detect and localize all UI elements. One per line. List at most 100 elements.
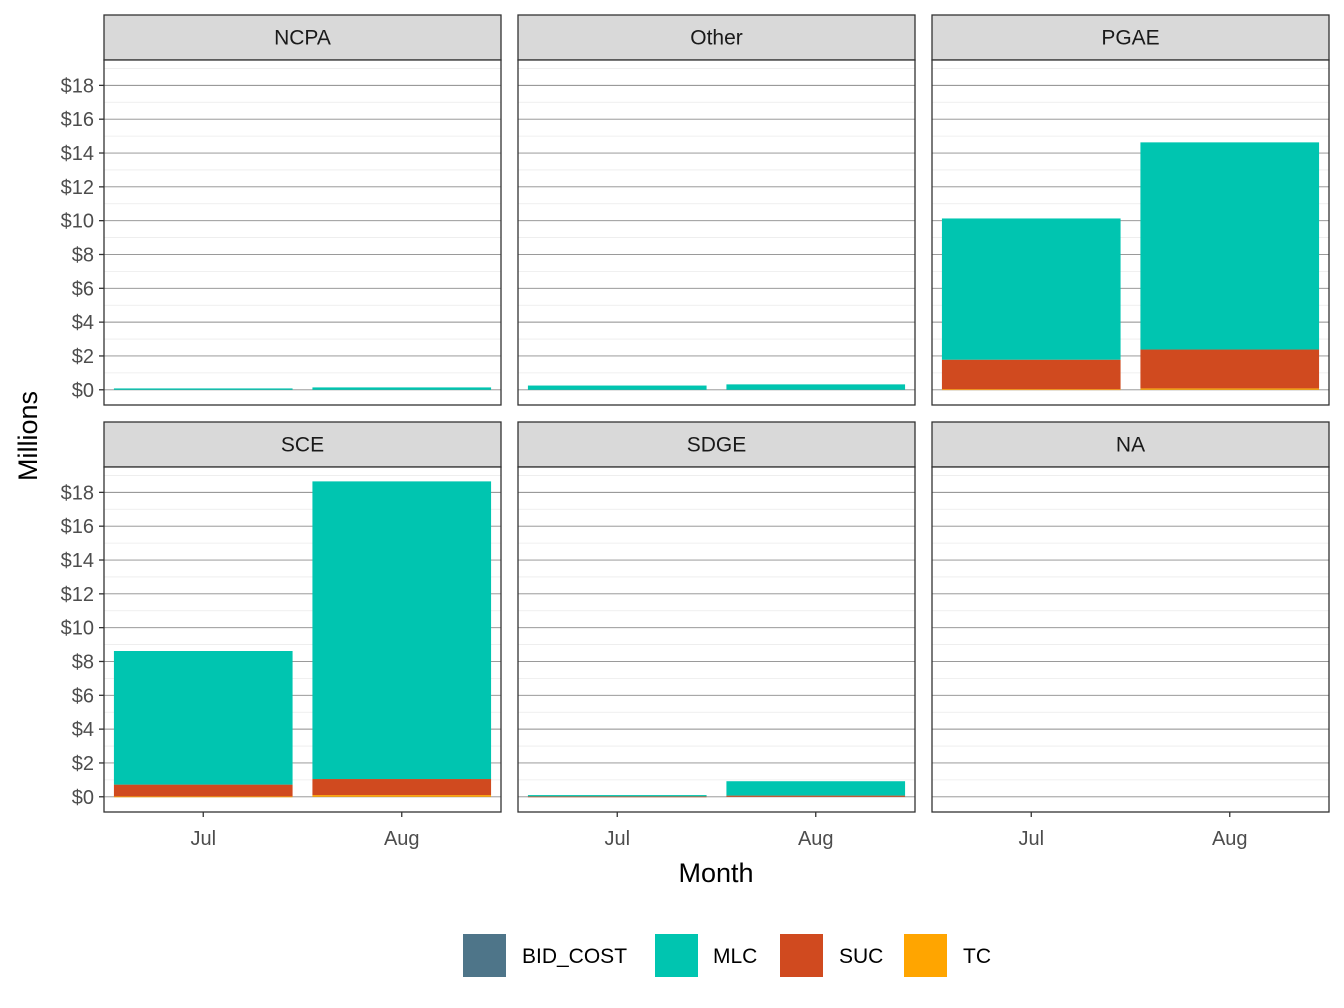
bars (527, 781, 906, 798)
minor-gridlines (932, 475, 1329, 781)
major-gridlines (518, 491, 915, 798)
y-axis: $0 $2 $4 $6 $8 $10 $12 $14 $16 $18 (61, 482, 104, 809)
facet-strip-label: SCE (281, 434, 324, 457)
y-tick-label: $2 (72, 753, 94, 775)
y-tick-label: $10 (61, 618, 94, 640)
bar-tc-aug (312, 795, 492, 797)
bars (113, 481, 492, 798)
bars (527, 384, 906, 390)
bar-suc-jul (941, 359, 1121, 390)
x-axis: Jul Aug (190, 812, 420, 850)
x-tick-label: Aug (1212, 828, 1248, 850)
x-axis: Jul Aug (604, 812, 834, 850)
x-tick-label: Aug (798, 828, 834, 850)
y-axes: $0 $2 $4 $6 $8 $10 $12 $14 $16 $18 $0 $2 $4 $6 $8 $10 $1… (61, 75, 104, 809)
facet-strip-label: NA (1116, 434, 1145, 457)
facet-strip-label: Other (690, 27, 743, 50)
x-axes: Jul Aug Jul Aug Jul Aug (190, 812, 1248, 850)
y-tick-label: $6 (72, 278, 94, 300)
x-axis: Jul Aug (1018, 812, 1248, 850)
plot-background (932, 467, 1329, 812)
bar-mlc-jul (941, 218, 1121, 360)
facet-strip (103, 421, 502, 468)
x-tick-label: Jul (604, 828, 630, 850)
y-axis-title: Millions (13, 391, 43, 481)
panel-border (931, 59, 1330, 406)
y-tick-label: $10 (61, 211, 94, 233)
bar-mlc-aug (726, 781, 906, 796)
panel-border (931, 466, 1330, 813)
plot-background (104, 60, 501, 405)
panel-border (517, 466, 916, 813)
legend-item-bid-cost: BID_COST (463, 934, 627, 977)
bar-mlc-jul (527, 795, 707, 797)
plot-background (518, 60, 915, 405)
bar-mlc-jul (113, 388, 293, 390)
bar-mlc-aug (312, 387, 492, 390)
bar-mlc-aug (312, 481, 492, 780)
y-tick-label: $6 (72, 685, 94, 707)
bar-suc-jul (113, 784, 293, 797)
legend-label: SUC (839, 945, 883, 968)
y-tick-label: $14 (61, 143, 94, 165)
legend-key (780, 934, 823, 977)
y-tick-label: $14 (61, 550, 94, 572)
facet-panel-ncpa: NCPA (103, 14, 502, 406)
bar-tc-aug (1140, 388, 1320, 390)
y-tick-label: $16 (61, 109, 94, 131)
legend: BID_COST MLC SUC TC (463, 934, 991, 977)
facet-panel-na: NA (931, 421, 1330, 813)
minor-gridlines (518, 68, 915, 374)
facet-panel-sdge: SDGE (517, 421, 916, 813)
y-tick-label: $8 (72, 244, 94, 266)
legend-item-tc: TC (904, 934, 991, 977)
y-tick-label: $18 (61, 482, 94, 504)
panel-border (103, 466, 502, 813)
bar-tc-jul (113, 796, 293, 798)
bar-suc-aug (726, 795, 906, 797)
minor-gridlines (518, 475, 915, 781)
facet-panel-pgae: PGAE (931, 14, 1330, 406)
bar-tc-jul (941, 389, 1121, 391)
y-tick-label: $8 (72, 651, 94, 673)
y-tick-label: $2 (72, 346, 94, 368)
legend-label: BID_COST (522, 945, 627, 968)
y-tick-label: $12 (61, 177, 94, 199)
minor-gridlines (104, 68, 501, 374)
legend-item-suc: SUC (780, 934, 883, 977)
facet-strip-label: PGAE (1101, 27, 1159, 50)
bar-suc-aug (312, 779, 492, 796)
y-tick-label: $4 (72, 719, 94, 741)
panel-border (517, 59, 916, 406)
y-tick-label: $4 (72, 312, 94, 334)
bars (941, 142, 1320, 391)
y-tick-label: $0 (72, 380, 94, 402)
major-gridlines (104, 84, 501, 391)
facet-strip (931, 14, 1330, 61)
legend-label: TC (963, 945, 991, 968)
facet-strip (517, 421, 916, 468)
plot-background (518, 467, 915, 812)
bar-mlc-aug (1140, 142, 1320, 350)
facet-panel-sce: SCE (103, 421, 502, 813)
major-gridlines (932, 491, 1329, 798)
bar-suc-jul (527, 796, 707, 798)
facet-panels: NCPA Other PGAE SCE SDGE NA (103, 14, 1330, 813)
facet-panel-other: Other (517, 14, 916, 406)
bars (113, 387, 492, 390)
bar-mlc-aug (726, 384, 906, 390)
facet-strip-label: SDGE (687, 434, 747, 457)
x-tick-label: Jul (1018, 828, 1044, 850)
legend-label: MLC (713, 945, 757, 968)
y-tick-label: $0 (72, 787, 94, 809)
panel-border (103, 59, 502, 406)
bar-suc-aug (1140, 349, 1320, 389)
legend-item-mlc: MLC (655, 934, 757, 977)
legend-key (904, 934, 947, 977)
facet-strip (931, 421, 1330, 468)
facet-strip (103, 14, 502, 61)
x-tick-label: Jul (190, 828, 216, 850)
y-axis: $0 $2 $4 $6 $8 $10 $12 $14 $16 $18 (61, 75, 104, 402)
y-tick-label: $18 (61, 75, 94, 97)
